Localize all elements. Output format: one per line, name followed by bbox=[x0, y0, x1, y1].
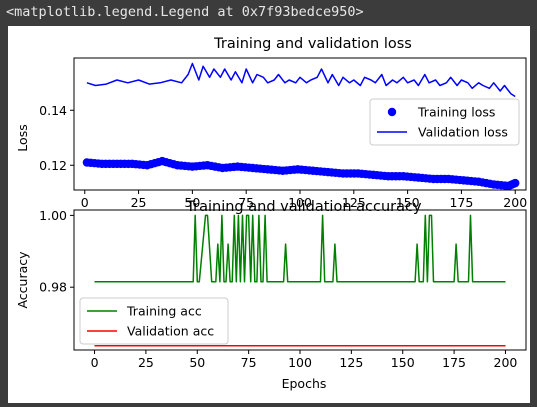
loss-x-ticks: 0 25 50 75 100 125 150 175 200 bbox=[81, 190, 527, 210]
training-loss-series bbox=[82, 156, 520, 191]
validation-loss-line bbox=[86, 62, 516, 98]
training-loss-point bbox=[350, 169, 359, 178]
accuracy-x-tick-label: 25 bbox=[138, 355, 154, 370]
loss-chart: Training and validation loss Loss 0 25 50 7… bbox=[15, 36, 527, 210]
training-loss-point bbox=[509, 179, 518, 189]
training-loss-point bbox=[244, 163, 254, 172]
legend-validation-loss-label: Validation loss bbox=[418, 125, 508, 140]
loss-x-tick-label: 0 bbox=[81, 195, 89, 210]
loss-x-tick-label: 200 bbox=[503, 195, 527, 210]
loss-plot-area bbox=[82, 62, 520, 191]
accuracy-x-tick-label: 100 bbox=[288, 355, 312, 370]
training-loss-point bbox=[410, 173, 419, 182]
accuracy-x-tick-label: 200 bbox=[494, 355, 518, 370]
accuracy-legend: Training acc Validation acc bbox=[79, 297, 229, 345]
loss-x-tick-label: 150 bbox=[396, 195, 420, 210]
training-loss-point bbox=[274, 166, 284, 175]
accuracy-plot-area bbox=[94, 214, 506, 347]
accuracy-y-axis-label: Accuracy bbox=[15, 251, 30, 309]
training-loss-point bbox=[365, 170, 374, 179]
training-loss-point bbox=[320, 167, 329, 176]
accuracy-x-tick-label: 0 bbox=[91, 355, 99, 370]
matplotlib-figure: Training and validation loss Loss 0 25 50 7… bbox=[8, 26, 530, 403]
accuracy-chart: 0 25 50 75 100 125 150 175 200 0.98 1.00 Training… bbox=[15, 199, 527, 391]
accuracy-x-tick-label: 175 bbox=[442, 355, 466, 370]
training-loss-point bbox=[184, 162, 193, 171]
loss-x-tick-label: 50 bbox=[184, 195, 200, 210]
accuracy-x-tick-label: 125 bbox=[339, 355, 363, 370]
loss-x-tick-label: 100 bbox=[288, 195, 312, 210]
loss-x-tick-label: 25 bbox=[131, 195, 147, 210]
loss-legend-box bbox=[369, 98, 520, 146]
accuracy-y-tick-label: 0.98 bbox=[39, 280, 67, 295]
loss-y-tick-label: 0.14 bbox=[39, 103, 67, 118]
training-loss-point bbox=[94, 159, 103, 168]
training-loss-point bbox=[154, 157, 163, 167]
training-loss-point bbox=[109, 159, 118, 169]
output-repr-text: <matplotlib.legend.Legend at 0x7f93bedce… bbox=[6, 4, 364, 20]
accuracy-chart-title: Training and validation accuracy bbox=[185, 199, 422, 215]
training-loss-point bbox=[124, 159, 133, 169]
training-loss-point bbox=[199, 161, 208, 170]
training-loss-point bbox=[440, 174, 449, 184]
training-loss-point bbox=[485, 179, 495, 189]
accuracy-y-ticks: 0.98 1.00 bbox=[39, 208, 74, 295]
training-loss-point bbox=[229, 162, 239, 172]
accuracy-x-ticks: 0 25 50 75 100 125 150 175 200 bbox=[91, 350, 518, 370]
legend-training-loss-marker bbox=[387, 107, 397, 117]
training-loss-point bbox=[214, 163, 223, 172]
loss-chart-title: Training and validation loss bbox=[213, 36, 412, 52]
accuracy-x-tick-label: 75 bbox=[241, 355, 257, 370]
loss-y-axis-label: Loss bbox=[15, 124, 30, 151]
loss-y-tick-label: 0.12 bbox=[39, 158, 67, 173]
legend-training-acc-label: Training acc bbox=[126, 304, 202, 319]
training-loss-point bbox=[470, 177, 480, 186]
accuracy-x-tick-label: 150 bbox=[391, 355, 415, 370]
accuracy-x-tick-label: 50 bbox=[189, 355, 205, 370]
training-loss-point bbox=[380, 171, 389, 181]
loss-legend: Training loss Validation loss bbox=[369, 98, 520, 146]
training-loss-point bbox=[259, 164, 269, 174]
loss-y-ticks: 0.12 0.14 bbox=[39, 103, 74, 173]
training-loss-point bbox=[169, 160, 178, 169]
training-loss-point bbox=[139, 160, 148, 170]
loss-x-tick-label: 75 bbox=[238, 195, 254, 210]
training-loss-point bbox=[304, 166, 314, 175]
accuracy-x-axis-label: Epochs bbox=[282, 376, 327, 391]
figure-canvas: Training and validation loss Loss 0 25 50 7… bbox=[15, 36, 527, 391]
training-loss-point bbox=[455, 175, 465, 185]
training-loss-point bbox=[289, 165, 299, 174]
loss-x-tick-label: 175 bbox=[449, 195, 473, 210]
loss-x-tick-label: 125 bbox=[342, 195, 366, 210]
training-acc-line bbox=[94, 214, 506, 283]
legend-validation-acc-label: Validation acc bbox=[127, 324, 214, 339]
accuracy-legend-box bbox=[79, 297, 229, 345]
training-loss-point bbox=[425, 174, 434, 183]
loss-axes-frame bbox=[73, 57, 527, 191]
accuracy-y-tick-label: 1.00 bbox=[39, 208, 67, 223]
training-loss-point bbox=[335, 168, 344, 178]
legend-training-loss-label: Training loss bbox=[417, 105, 495, 120]
training-loss-point bbox=[395, 172, 404, 181]
